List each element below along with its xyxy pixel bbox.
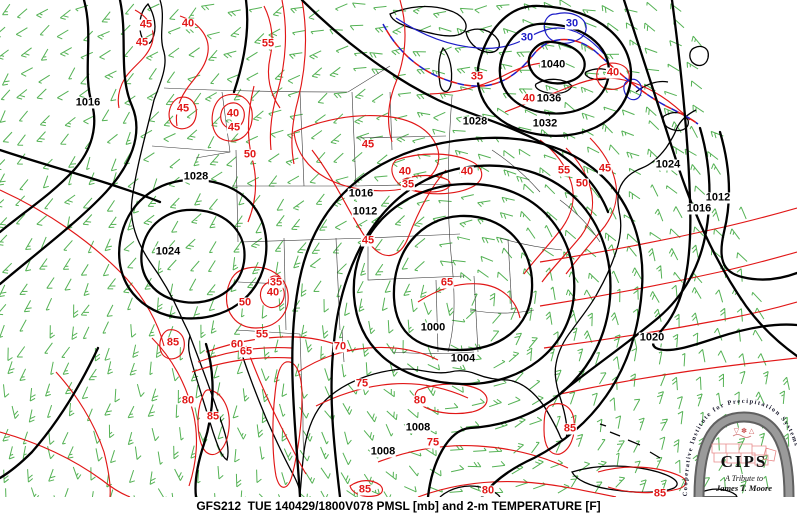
isotherm-label: 80: [180, 394, 196, 407]
isobar-label: 1004: [449, 352, 477, 365]
wind-barb-glyphs: [0, 0, 791, 497]
isotherm-label: 65: [238, 345, 254, 358]
isotherm-label: 65: [439, 276, 455, 289]
isotherm-label: 55: [556, 164, 572, 177]
isotherm-label: 40: [521, 92, 537, 105]
isobar-label: 1036: [535, 92, 563, 105]
isotherm-label: 85: [165, 336, 181, 349]
isotherm-label: 35: [400, 178, 416, 191]
isotherm-label: 60: [229, 338, 245, 351]
isotherm-label: 40: [265, 286, 281, 299]
wind-barbs-layer: [0, 0, 791, 497]
isotherm-label: 40: [459, 165, 475, 178]
isobar-label: 1008: [404, 421, 432, 434]
logo-acronym: CIPS: [721, 452, 768, 471]
map-canvas: Cooperative Institute for Precipitation …: [0, 0, 797, 497]
isobar-label: 1024: [654, 158, 682, 171]
isotherm-label: 40: [605, 66, 621, 79]
isobar-label: 1016: [685, 202, 713, 215]
isotherm-label: 55: [260, 37, 276, 50]
isotherm-label: 40: [225, 107, 241, 120]
isotherms-layer: [0, 0, 797, 497]
isobar-label: 1012: [704, 191, 732, 204]
isobar-label: 1016: [74, 96, 102, 109]
isotherm-label-subfreezing: 30: [564, 17, 580, 30]
isobar-label: 1024: [154, 245, 182, 258]
isotherm-label: 85: [652, 487, 668, 500]
isotherm-label: 80: [480, 484, 496, 497]
isotherm-label: 35: [268, 276, 284, 289]
isotherm-label: 80: [412, 394, 428, 407]
isotherm-label: 45: [134, 36, 150, 49]
isotherm-label: 50: [242, 148, 258, 161]
isotherm-label: 50: [237, 296, 253, 309]
isotherm-label: 55: [254, 328, 270, 341]
isotherm-label: 85: [205, 410, 221, 423]
isotherm-label: 40: [180, 17, 196, 30]
isotherm-label: 45: [226, 121, 242, 134]
freezing-line: [382, 23, 699, 125]
isotherm-label: 45: [360, 138, 376, 151]
isotherm-label-subfreezing: 30: [519, 31, 535, 44]
isotherm-label: 45: [138, 18, 154, 31]
isotherm-label: 50: [574, 177, 590, 190]
isotherm-label: 85: [357, 483, 373, 496]
isotherm-label: 45: [597, 162, 613, 175]
isobar-label: 1028: [182, 170, 210, 183]
isotherm-label: 35: [469, 70, 485, 83]
isobar-label: 1020: [638, 331, 666, 344]
isotherm-label: 70: [332, 340, 348, 353]
isobar-label: 1040: [539, 58, 567, 71]
logo-symbols: ▽ ✽ △: [734, 427, 755, 435]
isobar-label: 1032: [531, 117, 559, 130]
isobar-label: 1016: [347, 187, 375, 200]
isotherm-label: 75: [425, 436, 441, 449]
isotherm-label: 45: [360, 234, 376, 247]
isotherm-label: 40: [397, 165, 413, 178]
logo-tribute-2: James T. Moore: [715, 483, 772, 493]
caption: GFS212 TUE 140429/1800V078 PMSL [mb] and…: [196, 499, 601, 513]
isobar-label: 1012: [351, 205, 379, 218]
isobar-label: 1000: [419, 321, 447, 334]
isotherm-label: 85: [562, 422, 578, 435]
isobar-label: 1028: [461, 115, 489, 128]
logo-tribute-1: A Tribute to: [724, 474, 763, 483]
isotherm-label: 45: [175, 102, 191, 115]
isobar-label: 1008: [369, 445, 397, 458]
cips-logo: Cooperative Institute for Precipitation …: [682, 398, 797, 497]
isotherm-label: 75: [354, 377, 370, 390]
logo-states-map: [711, 434, 777, 466]
